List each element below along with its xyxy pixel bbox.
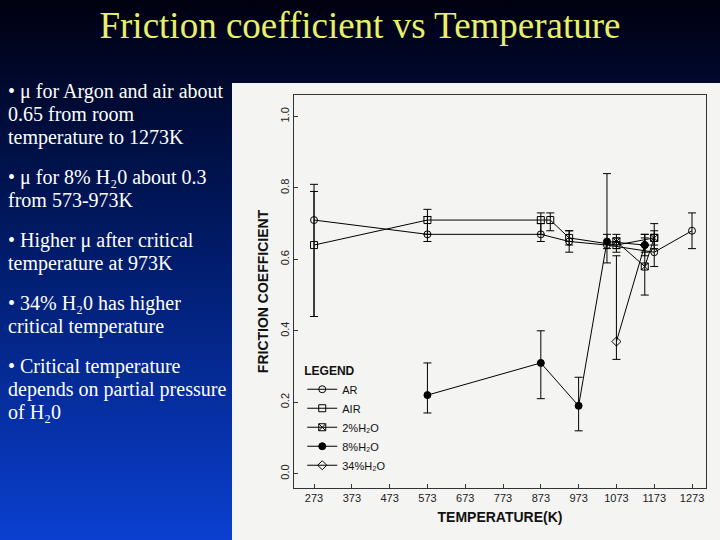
svg-text:973: 973 bbox=[569, 492, 587, 504]
svg-text:FRICTION COEFFICIENT: FRICTION COEFFICIENT bbox=[255, 209, 271, 373]
svg-text:AR: AR bbox=[342, 384, 357, 396]
svg-text:373: 373 bbox=[343, 492, 361, 504]
svg-text:8%H₂O: 8%H₂O bbox=[342, 441, 379, 453]
html-text:μ for Argon and air about 0.65: μ for Argon and air about 0.65 from room… bbox=[8, 80, 224, 148]
svg-text:2%H₂O: 2%H₂O bbox=[342, 422, 379, 434]
svg-text:673: 673 bbox=[456, 492, 474, 504]
svg-text:0.6: 0.6 bbox=[279, 250, 291, 265]
svg-text:573: 573 bbox=[418, 492, 436, 504]
svg-text:0.4: 0.4 bbox=[279, 322, 291, 337]
svg-text:473: 473 bbox=[380, 492, 398, 504]
svg-text:773: 773 bbox=[494, 492, 512, 504]
svg-text:0.0: 0.0 bbox=[279, 464, 291, 479]
svg-text:TEMPERATURE(K): TEMPERATURE(K) bbox=[438, 509, 563, 525]
svg-text:0.2: 0.2 bbox=[279, 393, 291, 408]
svg-text:AIR: AIR bbox=[342, 403, 360, 415]
svg-text:34%H₂O: 34%H₂O bbox=[342, 460, 385, 472]
svg-text:1073: 1073 bbox=[604, 492, 628, 504]
html-text:Critical temperature depends o: Critical temperature depends on partial … bbox=[8, 355, 227, 423]
html-text:Higher μ after critical temper: Higher μ after critical temperature at 9… bbox=[8, 229, 194, 274]
svg-text:1173: 1173 bbox=[642, 492, 666, 504]
html-text:34% H₂0 has higher critical te: 34% H₂0 has higher critical temperature bbox=[8, 292, 181, 337]
html-text:μ for 8% H₂0 about 0.3 from 57: μ for 8% H₂0 about 0.3 from 573-973K bbox=[8, 166, 207, 211]
svg-text:LEGEND: LEGEND bbox=[304, 364, 354, 378]
svg-text:1273: 1273 bbox=[680, 492, 704, 504]
svg-text:0.8: 0.8 bbox=[279, 179, 291, 194]
svg-text:273: 273 bbox=[305, 492, 323, 504]
svg-text:873: 873 bbox=[532, 492, 550, 504]
html-text:Friction coefficient vs Temper: Friction coefficient vs Temperature bbox=[99, 5, 621, 46]
svg-text:1.0: 1.0 bbox=[279, 107, 291, 122]
